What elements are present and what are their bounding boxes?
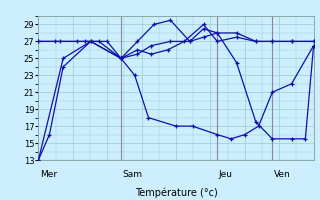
Text: Mer: Mer bbox=[40, 170, 57, 179]
Text: Ven: Ven bbox=[274, 170, 291, 179]
Text: Sam: Sam bbox=[123, 170, 143, 179]
Text: Jeu: Jeu bbox=[219, 170, 233, 179]
Text: Température (°c): Température (°c) bbox=[135, 188, 217, 198]
